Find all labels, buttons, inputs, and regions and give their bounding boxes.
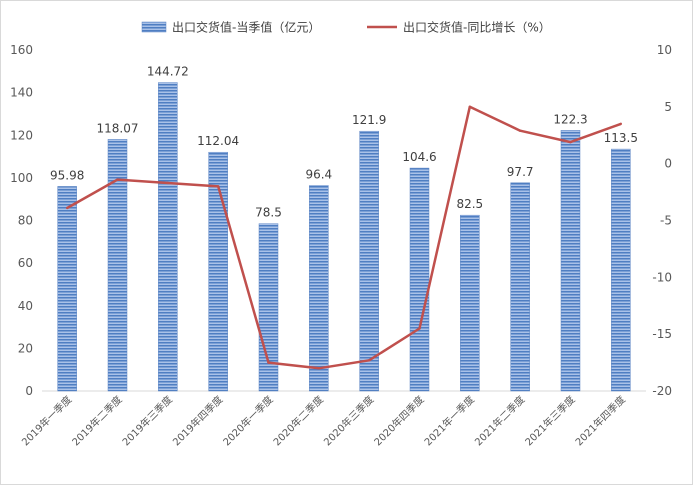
bar	[309, 185, 329, 392]
line-point	[216, 185, 220, 188]
bar-data-label: 121.9	[352, 113, 386, 127]
y-left-tick-label: 20	[18, 341, 33, 355]
y-axis-left: 0 20 40 60 80 100 120 140 160	[10, 43, 33, 398]
bar	[409, 167, 430, 392]
line-point	[116, 178, 119, 181]
bar	[158, 82, 178, 392]
y-right-tick-label: -5	[660, 214, 672, 228]
bar	[359, 130, 379, 392]
y-left-tick-label: 160	[10, 43, 33, 57]
bar-data-label: 78.5	[255, 206, 282, 220]
bar-data-label: 144.72	[147, 65, 189, 79]
line-series	[65, 105, 623, 370]
y-right-tick-label: -20	[652, 384, 672, 398]
bar-data-label: 113.5	[604, 131, 638, 145]
y-left-tick-label: 80	[18, 214, 33, 228]
line-point	[317, 367, 321, 370]
bar	[611, 148, 631, 392]
bar-data-label: 97.7	[507, 165, 534, 179]
bar	[560, 130, 581, 392]
y-left-tick-label: 0	[25, 384, 33, 398]
bar-data-label: 96.4	[305, 168, 332, 182]
growth-rate-line	[66, 105, 622, 370]
y-right-tick-label: 10	[657, 43, 672, 57]
y-right-tick-label: 5	[664, 100, 672, 114]
bar	[460, 214, 480, 392]
line-point	[569, 140, 572, 144]
bar	[107, 139, 128, 392]
bar	[208, 151, 228, 392]
y-left-tick-label: 120	[10, 128, 33, 142]
y-left-tick-label: 40	[18, 299, 33, 313]
bar	[510, 182, 530, 392]
y-right-tick-label: 0	[664, 157, 672, 171]
legend-bar-label: 出口交货值-当季值（亿元）	[172, 20, 320, 35]
line-point	[267, 361, 270, 364]
bar-data-label: 122.3	[553, 112, 587, 126]
y-right-tick-label: -15	[652, 327, 672, 341]
legend: 出口交货值-当季值（亿元） 出口交货值-同比增长（%）	[141, 20, 551, 35]
legend-line-label: 出口交货值-同比增长（%）	[403, 20, 551, 35]
line-point	[65, 206, 69, 210]
line-point	[468, 105, 472, 109]
bar	[258, 223, 279, 392]
y-right-tick-label: -10	[652, 270, 672, 284]
bar-data-label: 95.98	[50, 168, 84, 182]
bar-data-label: 82.5	[456, 197, 483, 211]
bar-data-label: 104.6	[402, 150, 436, 164]
bar-data-label: 118.07	[97, 121, 139, 135]
line-point	[518, 129, 522, 132]
line-point	[619, 122, 623, 126]
line-point	[367, 359, 371, 362]
y-axis-right: -20 -15 -10 -5 0 5 10	[652, 43, 672, 398]
y-left-tick-label: 60	[18, 256, 33, 270]
y-left-tick-label: 140	[10, 86, 33, 100]
bar-data-label: 112.04	[197, 134, 239, 148]
legend-bar-swatch	[141, 21, 167, 33]
line-point	[166, 181, 170, 185]
bar-data-labels: 95.98 118.07 144.72 112.04 78.5 96.4 121.9 104.…	[50, 65, 638, 220]
line-point	[418, 327, 421, 330]
bar-series	[57, 82, 631, 392]
bar	[57, 186, 77, 392]
y-left-tick-label: 100	[10, 171, 33, 185]
